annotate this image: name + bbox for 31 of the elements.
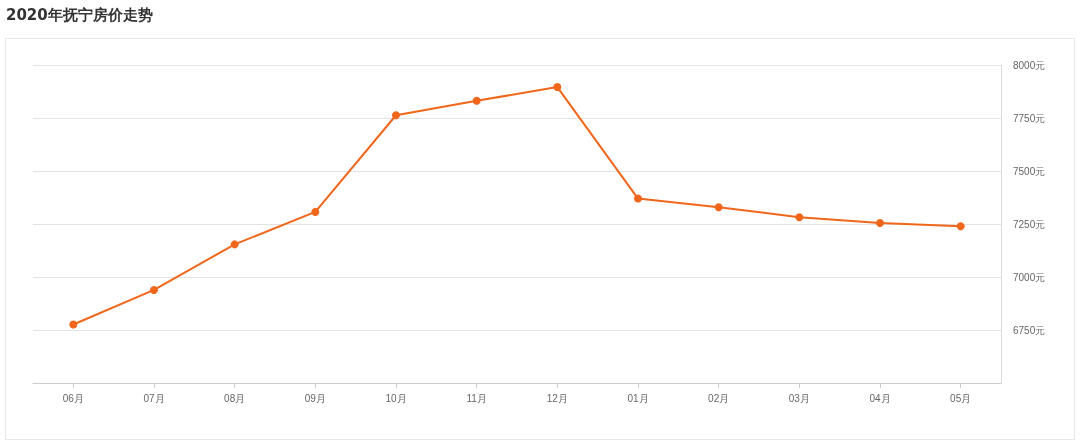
x-tick-label: 08月 (224, 392, 246, 404)
x-tick-label: 06月 (62, 392, 84, 404)
x-tick-label: 05月 (950, 392, 972, 404)
x-tick-label: 10月 (385, 392, 407, 404)
x-tick-label: 07月 (143, 392, 165, 404)
point (714, 203, 723, 212)
point (876, 218, 884, 227)
y-tick-label: 8000元 (1013, 59, 1046, 71)
x-tick-label: 01月 (627, 392, 649, 404)
point (311, 207, 320, 216)
x-tick-label: 02月 (708, 392, 730, 404)
point (472, 96, 481, 105)
y-tick-label: 7750元 (1013, 112, 1046, 124)
point (150, 285, 158, 294)
point (553, 83, 562, 92)
y-tick-label: 6750元 (1013, 324, 1046, 336)
x-tick-label: 09月 (304, 392, 326, 404)
point (634, 194, 642, 203)
x-tick-label: 04月 (869, 392, 891, 404)
y-tick-label: 7250元 (1013, 218, 1046, 230)
point (230, 240, 239, 249)
point (392, 111, 400, 120)
y-tick-label: 7500元 (1013, 165, 1046, 177)
point (795, 213, 804, 222)
point (69, 320, 78, 329)
x-tick-label: 12月 (546, 392, 568, 404)
x-tick-label: 11月 (466, 392, 487, 404)
x-tick-label: 03月 (788, 392, 810, 404)
y-tick-label: 7000元 (1013, 271, 1046, 283)
point (956, 222, 965, 231)
chart-title: 2020年抚宁房价走势 (6, 6, 153, 25)
